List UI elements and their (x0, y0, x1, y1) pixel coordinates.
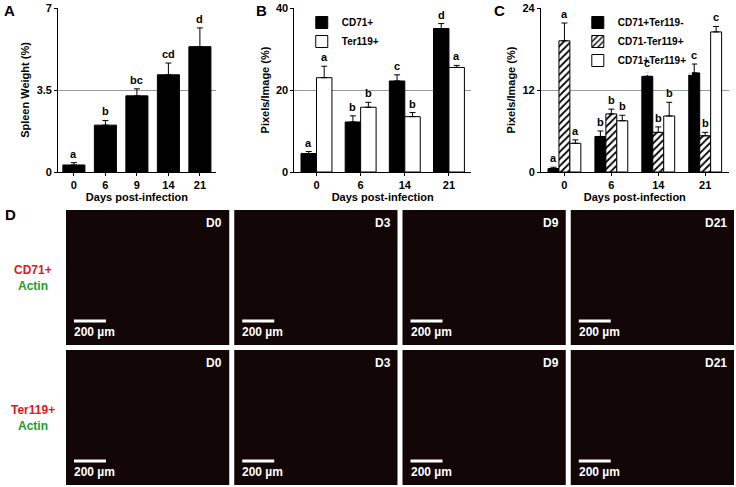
svg-text:D3: D3 (375, 216, 391, 230)
svg-text:200 µm: 200 µm (411, 325, 452, 339)
svg-text:b: b (365, 87, 372, 99)
svg-text:200 µm: 200 µm (74, 325, 115, 339)
svg-text:b: b (666, 87, 673, 99)
svg-text:d: d (196, 13, 203, 25)
svg-text:D: D (5, 206, 16, 223)
svg-text:Days post-infection: Days post-infection (86, 191, 188, 203)
svg-text:0: 0 (561, 179, 567, 191)
svg-text:D21: D21 (705, 356, 727, 370)
svg-text:0: 0 (529, 166, 535, 178)
svg-text:D21: D21 (705, 216, 727, 230)
svg-text:a: a (550, 152, 557, 164)
svg-text:D9: D9 (543, 216, 559, 230)
svg-text:b: b (102, 105, 109, 117)
svg-text:bc: bc (130, 74, 143, 86)
svg-text:Actin: Actin (18, 419, 48, 433)
svg-text:7: 7 (46, 2, 52, 14)
svg-text:b: b (608, 94, 615, 106)
svg-text:0: 0 (71, 179, 77, 191)
svg-text:Pixels/Image (%): Pixels/Image (%) (259, 46, 271, 133)
svg-text:CD71+: CD71+ (342, 17, 374, 28)
svg-text:24: 24 (523, 2, 536, 14)
svg-text:3.5: 3.5 (37, 84, 52, 96)
svg-text:c: c (691, 49, 697, 61)
svg-text:b: b (409, 98, 416, 110)
svg-text:b: b (349, 101, 356, 113)
svg-text:14: 14 (162, 179, 175, 191)
svg-text:a: a (453, 50, 460, 62)
svg-text:b: b (702, 117, 709, 129)
svg-text:9: 9 (134, 179, 140, 191)
svg-text:Ter119+: Ter119+ (342, 36, 379, 47)
svg-text:0: 0 (282, 166, 288, 178)
svg-text:200 µm: 200 µm (242, 325, 283, 339)
svg-text:d: d (438, 9, 445, 21)
svg-text:0: 0 (46, 166, 52, 178)
svg-text:CD71+Ter119-: CD71+Ter119- (618, 17, 684, 28)
svg-text:CD71+: CD71+ (14, 263, 52, 277)
svg-text:14: 14 (399, 179, 412, 191)
svg-text:A: A (4, 2, 15, 19)
svg-text:a: a (561, 8, 568, 20)
svg-text:21: 21 (194, 179, 206, 191)
svg-text:D0: D0 (206, 356, 222, 370)
svg-text:200 µm: 200 µm (242, 465, 283, 479)
svg-text:a: a (572, 125, 579, 137)
svg-text:Actin: Actin (18, 279, 48, 293)
svg-text:a: a (305, 137, 312, 149)
svg-text:Days post-infection: Days post-infection (584, 191, 686, 203)
svg-text:21: 21 (699, 179, 711, 191)
svg-text:CD71-Ter119+: CD71-Ter119+ (618, 36, 684, 47)
svg-text:Days post-infection: Days post-infection (332, 191, 434, 203)
svg-text:6: 6 (102, 179, 108, 191)
svg-text:a: a (70, 148, 77, 160)
svg-text:6: 6 (608, 179, 614, 191)
svg-text:b: b (597, 116, 604, 128)
svg-text:21: 21 (443, 179, 455, 191)
svg-text:c: c (713, 11, 719, 23)
svg-text:Spleen Weight (%): Spleen Weight (%) (19, 42, 31, 138)
svg-text:c: c (644, 57, 650, 69)
svg-text:14: 14 (652, 179, 665, 191)
svg-text:D9: D9 (543, 356, 559, 370)
svg-text:b: b (655, 112, 662, 124)
svg-text:B: B (256, 2, 267, 19)
svg-text:200 µm: 200 µm (411, 465, 452, 479)
svg-text:Pixels/Image (%): Pixels/Image (%) (505, 46, 517, 133)
svg-text:200 µm: 200 µm (74, 465, 115, 479)
svg-text:6: 6 (358, 179, 364, 191)
svg-text:200 µm: 200 µm (579, 465, 620, 479)
svg-text:Ter119+: Ter119+ (11, 403, 55, 417)
svg-text:0: 0 (313, 179, 319, 191)
svg-text:c: c (394, 60, 400, 72)
svg-text:D3: D3 (375, 356, 391, 370)
svg-text:200 µm: 200 µm (579, 325, 620, 339)
svg-text:20: 20 (276, 84, 288, 96)
svg-text:a: a (321, 51, 328, 63)
svg-text:12: 12 (523, 84, 535, 96)
svg-text:40: 40 (276, 2, 288, 14)
svg-text:cd: cd (162, 48, 175, 60)
svg-text:D0: D0 (206, 216, 222, 230)
svg-text:C: C (494, 2, 505, 19)
svg-text:b: b (619, 100, 626, 112)
svg-text:CD71+Ter119+: CD71+Ter119+ (618, 55, 686, 66)
